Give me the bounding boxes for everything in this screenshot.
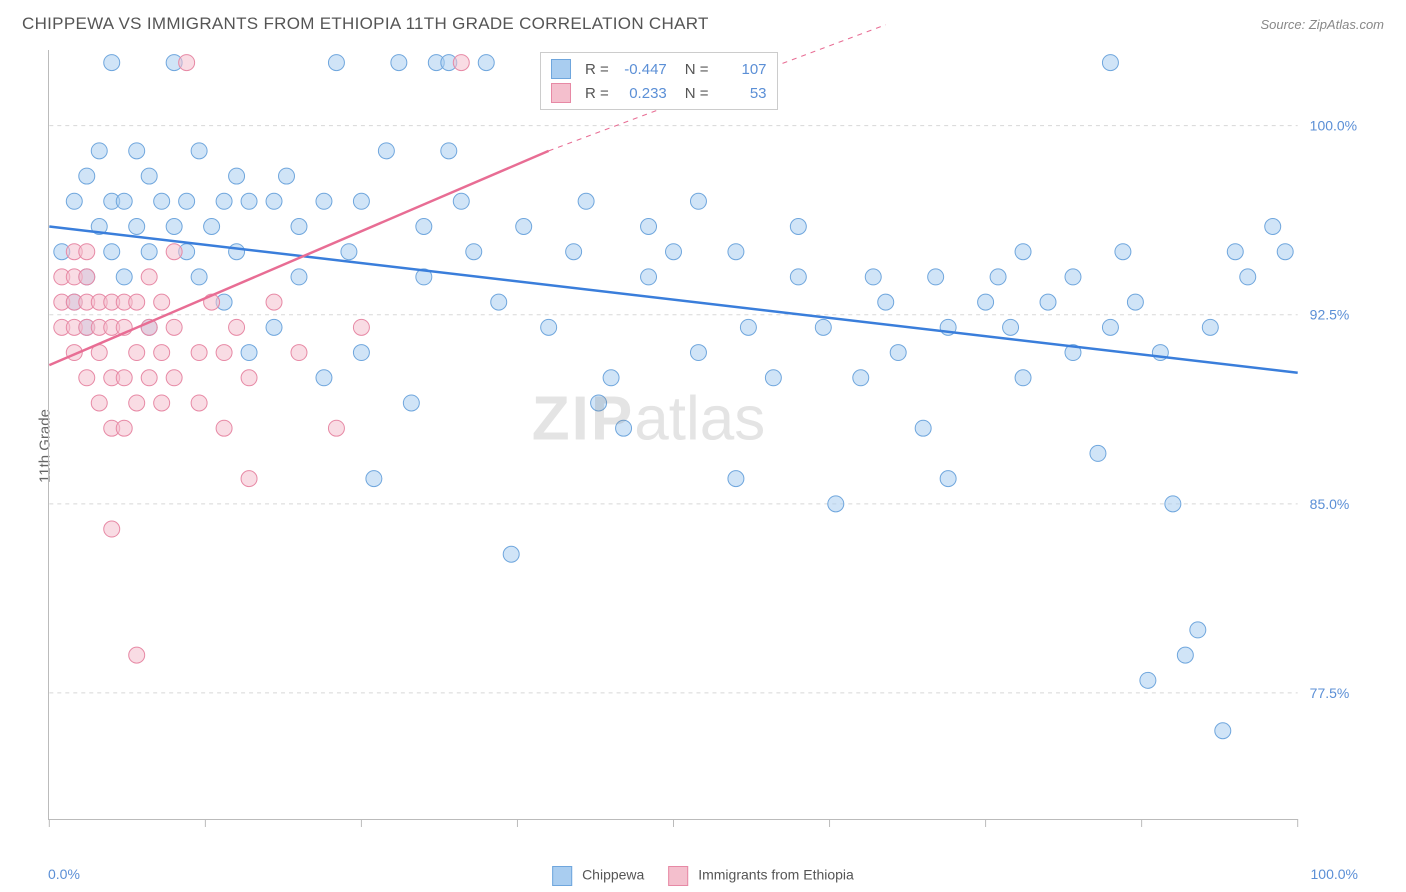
legend-label-1: Chippewa [582,867,644,883]
r-value-1: -0.447 [617,61,667,78]
swatch-chippewa-icon [552,866,572,886]
header: CHIPPEWA VS IMMIGRANTS FROM ETHIOPIA 11T… [22,14,1384,34]
n-value-2: 53 [717,85,767,102]
r-value-2: 0.233 [617,85,667,102]
n-label: N = [685,61,709,78]
svg-text:92.5%: 92.5% [1310,307,1350,323]
source-label: Source: ZipAtlas.com [1260,17,1384,32]
n-value-1: 107 [717,61,767,78]
stats-legend: R = -0.447 N = 107 R = 0.233 N = 53 [540,52,778,110]
legend-item-1: Chippewa [552,866,644,886]
scatter-plot: 77.5%85.0%92.5%100.0% ZIPatlas [48,50,1298,820]
swatch-chippewa [551,59,571,79]
r-label: R = [585,61,609,78]
svg-text:77.5%: 77.5% [1310,685,1350,701]
x-axis-min: 0.0% [48,866,80,882]
r-label: R = [585,85,609,102]
svg-text:100.0%: 100.0% [1310,118,1357,134]
legend-item-2: Immigrants from Ethiopia [668,866,854,886]
svg-text:85.0%: 85.0% [1310,496,1350,512]
chart-svg: 77.5%85.0%92.5%100.0% [49,50,1298,819]
legend-label-2: Immigrants from Ethiopia [698,867,854,883]
bottom-legend: Chippewa Immigrants from Ethiopia [552,866,854,886]
stats-row-1: R = -0.447 N = 107 [551,57,767,81]
stats-row-2: R = 0.233 N = 53 [551,81,767,105]
chart-title: CHIPPEWA VS IMMIGRANTS FROM ETHIOPIA 11T… [22,14,709,34]
x-axis-max: 100.0% [1311,866,1358,882]
n-label: N = [685,85,709,102]
swatch-ethiopia-icon [668,866,688,886]
swatch-ethiopia [551,83,571,103]
